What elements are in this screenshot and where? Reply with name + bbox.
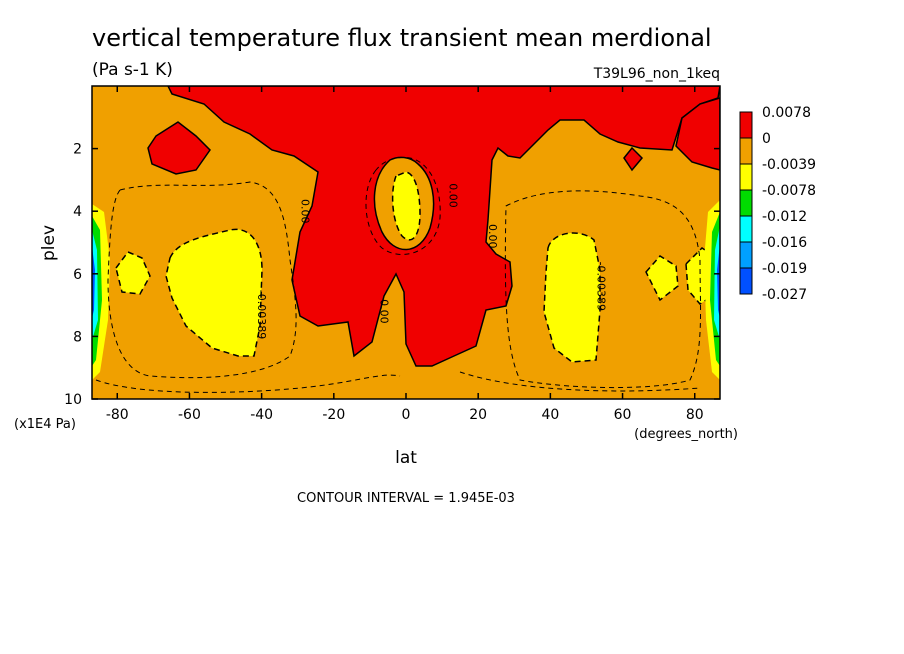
legend-swatch (739, 189, 753, 217)
y-axis-label: plev (39, 225, 59, 261)
x-tick-label: 60 (614, 407, 632, 423)
x-tick-label: -60 (178, 407, 201, 423)
y-axis: 2 4 6 8 10 (64, 142, 720, 408)
legend-swatch (739, 137, 753, 165)
legend-label: 0 (762, 131, 771, 147)
legend-label: 0.0078 (762, 105, 811, 121)
legend-swatch (739, 163, 753, 191)
positive-region-central (167, 86, 720, 367)
y-tick-label: 6 (73, 267, 82, 283)
contour-label: -0.00389 (255, 290, 268, 339)
contour-label: 0.00 (486, 224, 499, 249)
contour-labels: 0.00 0.00 0.00 0.00 -0.00389 -0.00389 (255, 183, 607, 339)
contour-label: 0.00 (378, 299, 391, 324)
contour-field (92, 86, 720, 399)
x-tick-label: 20 (469, 407, 487, 423)
legend-swatch (739, 111, 753, 139)
contour-label: 0.00 (446, 183, 459, 208)
x-tick-label: -80 (106, 407, 129, 423)
contour-interval: CONTOUR INTERVAL = 1.945E-03 (297, 491, 515, 506)
negative-region-center (391, 171, 421, 241)
x-tick-label: 80 (686, 407, 704, 423)
run-label: T39L96_non_1keq (593, 66, 720, 82)
contour-label: 0.00 (298, 199, 311, 224)
negative-region-sh-small (115, 251, 151, 295)
legend-label: -0.012 (762, 209, 807, 225)
positive-region-nh-pole (675, 97, 720, 171)
x-tick-label: -20 (322, 407, 345, 423)
x-axis-label: lat (395, 448, 417, 468)
positive-region-sh (147, 121, 211, 175)
legend-swatch (739, 241, 753, 269)
legend-label: -0.0039 (762, 157, 816, 173)
x-tick-label: 40 (541, 407, 559, 423)
legend-swatch (739, 215, 753, 243)
legend-label: -0.0078 (762, 183, 816, 199)
legend-label: -0.019 (762, 261, 807, 277)
negative-region-nh-small (645, 255, 679, 302)
negative-region-nh (543, 232, 601, 363)
thin-dashed-contours (95, 157, 702, 393)
chart-title: vertical temperature flux transient mean… (92, 24, 712, 52)
y-tick-label: 10 (64, 392, 82, 408)
x-axis: -80 -60 -40 -20 0 20 40 60 80 (106, 86, 704, 423)
legend: 0.0078 0 -0.0039 -0.0078 -0.012 -0.016 -0.019 -… (739, 105, 816, 303)
chart-subtitle: (Pa s-1 K) (92, 60, 173, 80)
y-tick-label: 8 (73, 329, 82, 345)
y-axis-units: (x1E4 Pa) (14, 417, 76, 432)
north-pole-strip (704, 200, 720, 380)
legend-swatch (739, 267, 753, 295)
x-axis-units: (degrees_north) (634, 427, 738, 442)
legend-label: -0.027 (762, 287, 807, 303)
contour-label: -0.00389 (594, 262, 607, 311)
legend-label: -0.016 (762, 235, 807, 251)
x-tick-label: 0 (402, 407, 411, 423)
x-tick-label: -40 (250, 407, 273, 423)
y-tick-label: 4 (73, 204, 82, 220)
positive-region-nh-dot (623, 146, 644, 172)
y-tick-label: 2 (73, 142, 82, 158)
negative-region-sh (165, 228, 263, 357)
